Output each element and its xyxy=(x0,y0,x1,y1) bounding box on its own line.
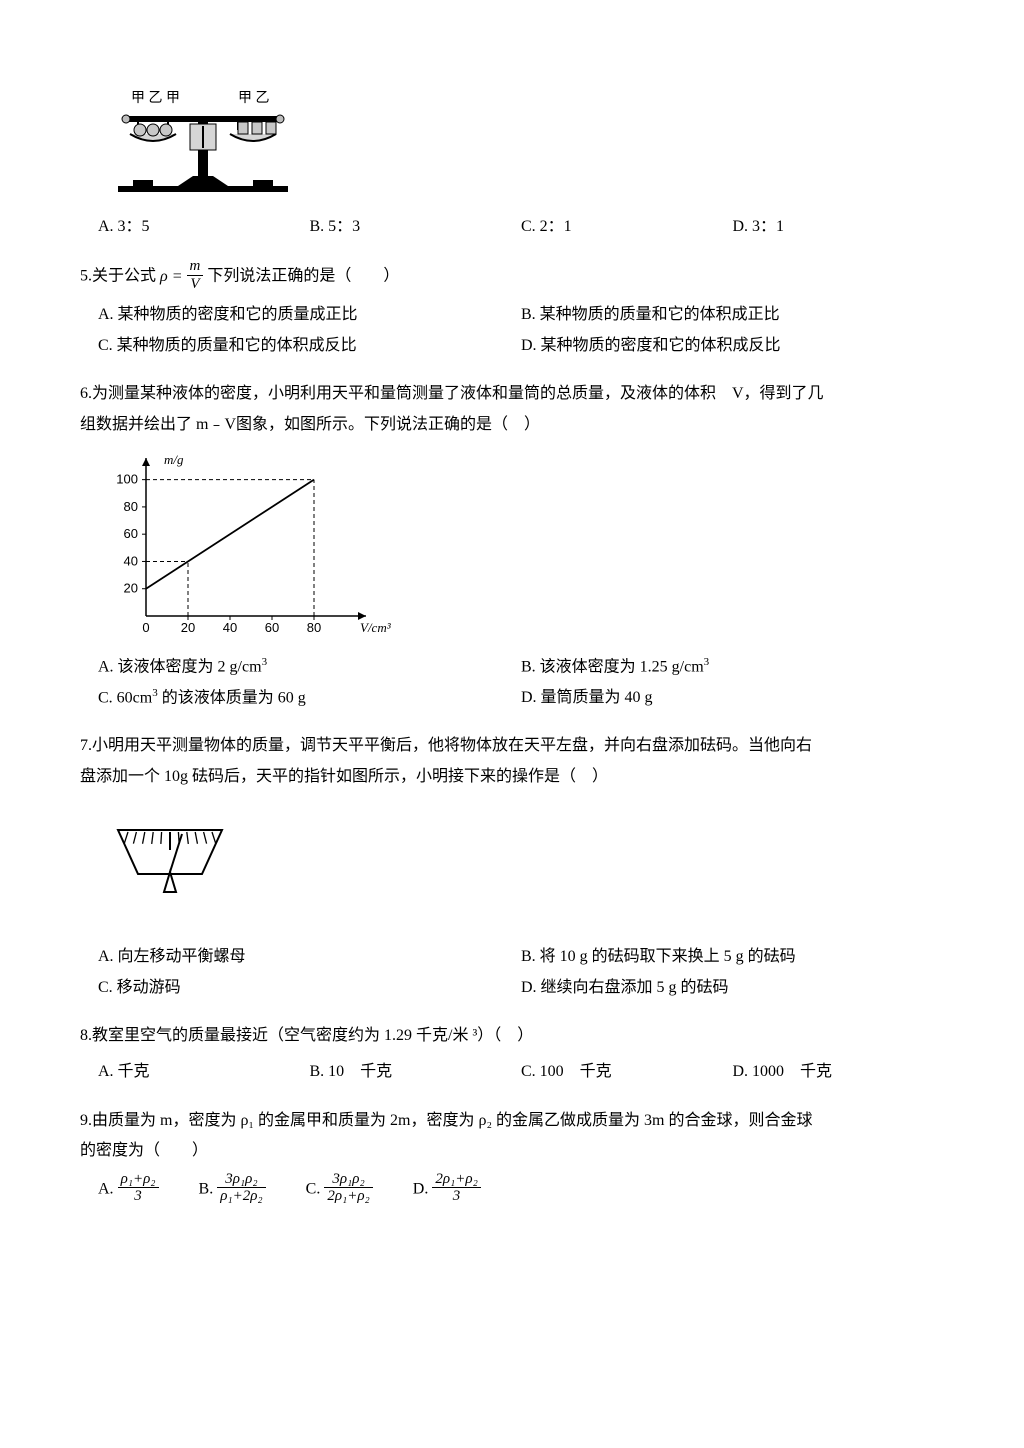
svg-text:20: 20 xyxy=(181,620,195,635)
q5-formula: ρ = mV xyxy=(160,268,207,285)
q8-stem: 8.教室里空气的质量最接近（空气密度约为 1.29 千克/米 ³）（ ） xyxy=(80,1021,944,1051)
q6-stem-line2: 组数据并绘出了 m﹣V图象，如图所示。下列说法正确的是（ ） xyxy=(80,410,944,440)
frac-den: 2ρ₁+ρ₂ xyxy=(324,1188,372,1205)
frac-num: 2ρ₁+ρ₂ xyxy=(432,1171,480,1189)
q8-option-c: C. 100 千克 xyxy=(521,1057,733,1087)
q6-option-d: D. 量筒质量为 40 g xyxy=(521,683,944,714)
q5-stem-post: 下列说法正确的是（ ） xyxy=(207,268,399,285)
balance-svg: 甲 乙 甲 甲 乙 xyxy=(98,86,308,206)
q6-chart: 20 40 60 80 100 0 20 40 60 80 m/g V/cm³ xyxy=(98,446,944,646)
svg-text:80: 80 xyxy=(307,620,321,635)
q9-stem-line1: 9.由质量为 m，密度为 ρ₁ 的金属甲和质量为 2m，密度为 ρ₂ 的金属乙做… xyxy=(80,1106,944,1136)
rho-symbol: ρ xyxy=(160,268,168,285)
q7-option-a: A. 向左移动平衡螺母 xyxy=(98,942,521,972)
svg-text:40: 40 xyxy=(124,553,138,568)
q7-dial-figure xyxy=(110,822,944,912)
frac-den: 3 xyxy=(118,1188,159,1205)
frac-den: 3 xyxy=(432,1188,480,1205)
svg-text:V/cm³: V/cm³ xyxy=(360,620,392,635)
opt-label: D. xyxy=(413,1180,429,1197)
q7-options: A. 向左移动平衡螺母 B. 将 10 g 的砝码取下来换上 5 g 的砝码 C… xyxy=(98,942,944,1003)
svg-text:100: 100 xyxy=(116,472,138,487)
opt-label: A. xyxy=(98,1180,114,1197)
q5-options: A. 某种物质的密度和它的质量成正比 B. 某种物质的质量和它的体积成正比 C.… xyxy=(98,300,944,361)
q5-option-a: A. 某种物质的密度和它的质量成正比 xyxy=(98,300,521,330)
svg-text:0: 0 xyxy=(142,620,149,635)
q4-balance-figure: 甲 乙 甲 甲 乙 xyxy=(98,86,944,206)
frac-den: ρ₁+2ρ₂ xyxy=(217,1188,265,1205)
q5-option-c: C. 某种物质的质量和它的体积成反比 xyxy=(98,331,521,361)
frac-num: m xyxy=(187,258,204,276)
svg-text:80: 80 xyxy=(124,499,138,514)
q4-option-d: D. 3：1 xyxy=(733,212,945,242)
dial-svg xyxy=(110,822,230,912)
q7-option-c: C. 移动游码 xyxy=(98,973,521,1003)
q5-stem-pre: 5.关于公式 xyxy=(80,268,156,285)
q5-option-d: D. 某种物质的密度和它的体积成反比 xyxy=(521,331,944,361)
q9-option-a: A. ρ₁+ρ₂3 xyxy=(98,1173,159,1207)
q9: 9.由质量为 m，密度为 ρ₁ 的金属甲和质量为 2m，密度为 ρ₂ 的金属乙做… xyxy=(80,1106,944,1167)
q9-stem-line2: 的密度为（ ） xyxy=(80,1136,944,1166)
right-pan-label: 甲 乙 xyxy=(238,90,270,106)
opt-label: C. xyxy=(306,1180,321,1197)
q9-option-b: B. 3ρ₁ρ₂ρ₁+2ρ₂ xyxy=(199,1173,266,1207)
opt-label: B. xyxy=(199,1180,214,1197)
svg-text:60: 60 xyxy=(265,620,279,635)
q6: 6.为测量某种液体的密度，小明利用天平和量筒测量了液体和量筒的总质量，及液体的体… xyxy=(80,379,944,440)
svg-text:40: 40 xyxy=(223,620,237,635)
left-pan-label: 甲 乙 甲 xyxy=(131,90,180,106)
q5-option-b: B. 某种物质的质量和它的体积成正比 xyxy=(521,300,944,330)
frac-den: V xyxy=(187,276,204,293)
q9-option-d: D. 2ρ₁+ρ₂3 xyxy=(413,1173,481,1207)
svg-text:20: 20 xyxy=(124,581,138,596)
q6-option-a: A. 该液体密度为 2 g/cm3 xyxy=(98,652,521,683)
q6-chart-svg: 20 40 60 80 100 0 20 40 60 80 m/g V/cm³ xyxy=(98,446,398,646)
q8-option-a: A. 千克 xyxy=(98,1057,310,1087)
q4-option-c: C. 2：1 xyxy=(521,212,733,242)
eq-symbol: = xyxy=(168,268,187,285)
q7-option-b: B. 将 10 g 的砝码取下来换上 5 g 的砝码 xyxy=(521,942,944,972)
q7: 7.小明用天平测量物体的质量，调节天平平衡后，他将物体放在天平左盘，并向右盘添加… xyxy=(80,731,944,792)
q7-stem-line2: 盘添加一个 10g 砝码后，天平的指针如图所示，小明接下来的操作是（ ） xyxy=(80,762,944,792)
frac-num: ρ₁+ρ₂ xyxy=(118,1171,159,1189)
q8: 8.教室里空气的质量最接近（空气密度约为 1.29 千克/米 ³）（ ） xyxy=(80,1021,944,1051)
svg-text:60: 60 xyxy=(124,526,138,541)
q4-option-a: A. 3：5 xyxy=(98,212,310,242)
q7-stem-line1: 7.小明用天平测量物体的质量，调节天平平衡后，他将物体放在天平左盘，并向右盘添加… xyxy=(80,731,944,761)
q7-option-d: D. 继续向右盘添加 5 g 的砝码 xyxy=(521,973,944,1003)
frac-num: 3ρ₁ρ₂ xyxy=(324,1171,372,1189)
q9-option-c: C. 3ρ₁ρ₂2ρ₁+ρ₂ xyxy=(306,1173,373,1207)
q9-options: A. ρ₁+ρ₂3 B. 3ρ₁ρ₂ρ₁+2ρ₂ C. 3ρ₁ρ₂2ρ₁+ρ₂ … xyxy=(98,1173,944,1207)
q4-options: A. 3：5 B. 5：3 C. 2：1 D. 3：1 xyxy=(98,212,944,242)
q8-option-d: D. 1000 千克 xyxy=(733,1057,945,1087)
q6-options: A. 该液体密度为 2 g/cm3 B. 该液体密度为 1.25 g/cm3 C… xyxy=(98,652,944,713)
q6-option-b: B. 该液体密度为 1.25 g/cm3 xyxy=(521,652,944,683)
q6-stem-line1: 6.为测量某种液体的密度，小明利用天平和量筒测量了液体和量筒的总质量，及液体的体… xyxy=(80,379,944,409)
q4-option-b: B. 5：3 xyxy=(310,212,522,242)
frac-num: 3ρ₁ρ₂ xyxy=(217,1171,265,1189)
q6-option-c: C. 60cm3 的该液体质量为 60 g xyxy=(98,683,521,714)
svg-text:m/g: m/g xyxy=(164,452,184,467)
q8-option-b: B. 10 千克 xyxy=(310,1057,522,1087)
q8-options: A. 千克 B. 10 千克 C. 100 千克 D. 1000 千克 xyxy=(98,1057,944,1087)
q5: 5.关于公式 ρ = mV 下列说法正确的是（ ） xyxy=(80,260,944,294)
